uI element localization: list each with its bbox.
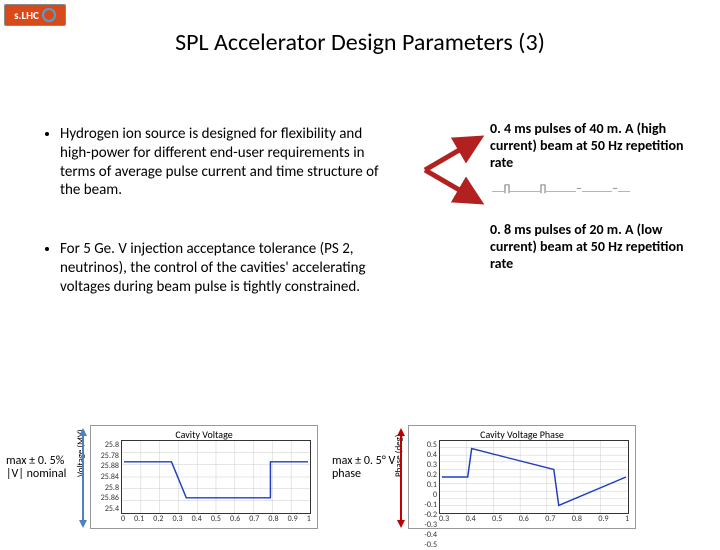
- chart-xticks: 00.10.20.30.40.50.60.70.80.91: [121, 514, 311, 524]
- max-label-phase: max ± 0. 5° V phase: [332, 455, 404, 481]
- bullet-item: For 5 Ge. V injection acceptance toleran…: [60, 240, 382, 296]
- pulse-desc-high: 0. 4 ms pulses of 40 m. A (high current)…: [490, 120, 695, 171]
- chart-plot-area: [121, 440, 311, 514]
- max-label-voltage: max ± 0. 5% |V| nominal: [6, 455, 84, 481]
- logo-icon: [42, 8, 56, 22]
- bullet-list: Hydrogen ion source is designed for flex…: [42, 125, 382, 336]
- logo-badge: s.LHC: [4, 4, 66, 26]
- cavity-phase-chart: Cavity Voltage Phase Phase (deg) 0.50.40…: [408, 425, 636, 529]
- chart-plot-area: [439, 440, 629, 514]
- pulse-desc-low: 0. 8 ms pulses of 20 m. A (low current) …: [490, 221, 695, 272]
- chart-xticks: 0.30.40.50.60.70.80.91: [439, 514, 629, 524]
- chart-yticks: 25.825.7825.8825.8425.825.8625.4: [95, 440, 119, 514]
- page-title: SPL Accelerator Design Parameters (3): [0, 28, 720, 57]
- bullet-item: Hydrogen ion source is designed for flex…: [60, 125, 382, 200]
- pulse-waveform-icon: __∏_____∏_____–_____–__: [492, 184, 630, 195]
- logo-text: s.LHC: [14, 9, 39, 22]
- chart-yticks: 0.50.40.30.20.10-0.1-0.2-0.3-0.4-0.5: [413, 440, 437, 514]
- diverging-arrows: [420, 130, 490, 210]
- cavity-voltage-chart: Cavity Voltage Voltage (MV) 25.825.7825.…: [90, 425, 318, 529]
- right-text-block: 0. 4 ms pulses of 40 m. A (high current)…: [490, 120, 695, 272]
